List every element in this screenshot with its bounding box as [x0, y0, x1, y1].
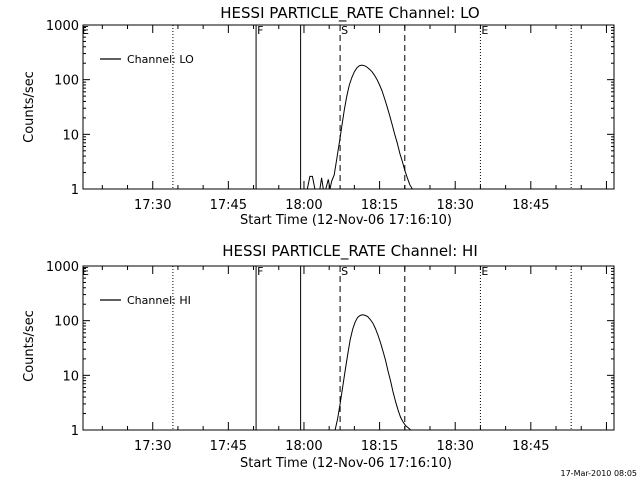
marker-label: F — [257, 24, 263, 37]
chart-title: HESSI PARTICLE_RATE Channel: LO — [220, 4, 479, 23]
chart-panel-hi: HESSI PARTICLE_RATE Channel: HI Counts/s… — [22, 242, 615, 471]
series-line — [306, 64, 415, 190]
y-axis-label: Counts/sec — [22, 310, 37, 382]
chart-panel-lo: HESSI PARTICLE_RATE Channel: LO Counts/s… — [22, 4, 615, 228]
plot-frame — [82, 24, 615, 190]
y-tick-label: 1 — [71, 183, 79, 198]
x-tick-label: 18:30 — [436, 439, 473, 454]
x-tick-label: 18:30 — [436, 198, 473, 213]
marker-label: F — [257, 265, 263, 278]
x-tick-label: 18:15 — [361, 439, 398, 454]
x-tick-label: 17:30 — [134, 439, 171, 454]
y-tick-label: 1 — [71, 424, 79, 439]
marker-label: E — [82, 265, 89, 278]
x-axis-label: Start Time (12-Nov-06 17:16:10) — [240, 213, 452, 228]
y-axis-label: Counts/sec — [22, 71, 37, 143]
plot-frame — [82, 265, 615, 431]
marker-label: E — [481, 265, 488, 278]
x-tick-label: 17:45 — [210, 198, 247, 213]
plot-area: 1 10 100 1000 17:30 17:45 18:00 18:15 18:30 18:45… — [46, 19, 615, 213]
marker-label: S — [341, 265, 348, 278]
legend-label: Channel: HI — [127, 294, 191, 307]
y-tick-label: 1000 — [46, 260, 79, 275]
footer-timestamp: 17-Mar-2010 08:05 — [561, 469, 638, 478]
x-tick-label: 18:45 — [512, 439, 549, 454]
y-tick-label: 10 — [62, 128, 79, 143]
x-tick-label: 18:15 — [361, 198, 398, 213]
marker-label: S — [341, 24, 348, 37]
marker-label: E — [82, 24, 89, 37]
series-line — [334, 314, 412, 431]
marker-label: E — [481, 24, 488, 37]
y-tick-label: 100 — [54, 74, 79, 89]
x-axis-label: Start Time (12-Nov-06 17:16:10) — [240, 456, 452, 471]
x-tick-label: 18:45 — [512, 198, 549, 213]
x-tick-label: 18:00 — [285, 439, 322, 454]
y-tick-label: 100 — [54, 315, 79, 330]
y-tick-label: 10 — [62, 369, 79, 384]
x-tick-label: 18:00 — [285, 198, 322, 213]
x-tick-label: 17:45 — [210, 439, 247, 454]
x-tick-label: 17:30 — [134, 198, 171, 213]
y-tick-label: 1000 — [46, 19, 79, 34]
chart-title: HESSI PARTICLE_RATE Channel: HI — [222, 242, 478, 261]
plot-area: 1 10 100 1000 17:30 17:45 18:00 18:15 18:30 18:45… — [46, 260, 615, 454]
legend-label: Channel: LO — [127, 53, 194, 66]
